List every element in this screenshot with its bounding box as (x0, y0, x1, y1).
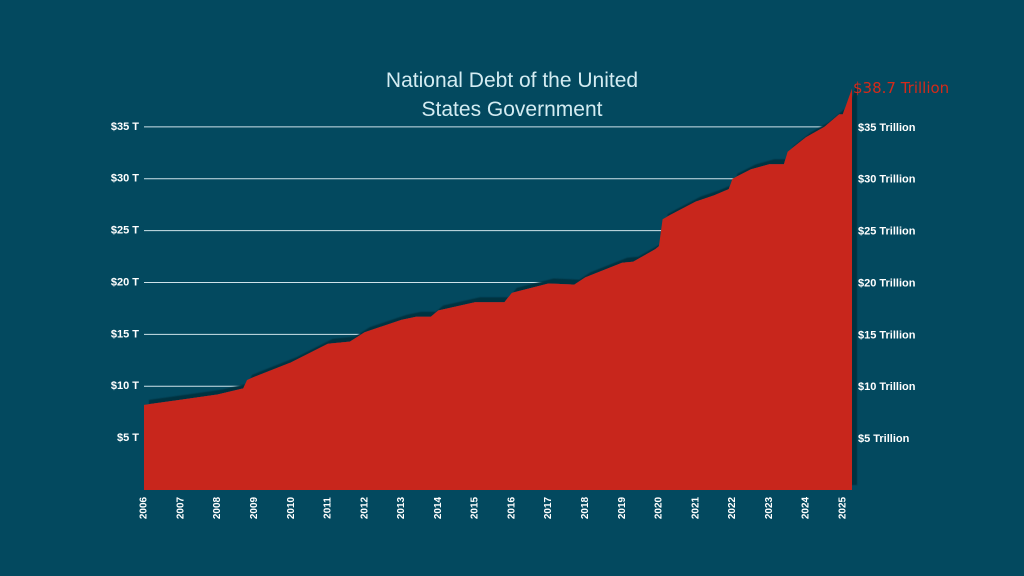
y2-tick-label: $35 Trillion (858, 122, 916, 134)
x-tick-label: 2021 (690, 496, 701, 519)
x-tick-label: 2009 (249, 496, 260, 519)
x-tick-label: 2019 (617, 496, 628, 519)
x-tick-label: 2024 (801, 496, 812, 519)
x-tick-label: 2012 (359, 496, 370, 519)
y2-tick-label: $25 Trillion (858, 226, 916, 238)
y-tick-label: $25 T (111, 225, 139, 237)
y2-tick-label: $15 Trillion (858, 329, 916, 341)
annotation: $38.7 Trillion (853, 79, 950, 97)
x-tick-label: 2006 (139, 496, 150, 519)
area (144, 88, 852, 491)
y-tick-label: $30 T (111, 173, 139, 185)
x-tick-label: 2025 (837, 496, 848, 519)
y2-tick-label: $20 Trillion (858, 277, 916, 289)
y-tick-label: $35 T (111, 121, 139, 133)
x-tick-label: 2022 (727, 496, 738, 519)
x-tick-label: 2011 (323, 497, 334, 519)
y2-tick-label: $10 Trillion (858, 381, 916, 393)
x-tick-label: 2010 (286, 496, 297, 519)
x-tick-label: 2007 (175, 496, 186, 519)
y2-tick-label: $5 Trillion (858, 433, 910, 445)
x-tick-label: 2020 (654, 496, 665, 519)
x-tick-label: 2015 (470, 496, 481, 519)
y-tick-label: $5 T (117, 432, 139, 444)
y2-tick-label: $30 Trillion (858, 174, 916, 186)
x-tick-label: 2013 (396, 496, 407, 519)
x-tick-label: 2008 (212, 496, 223, 519)
chart-title: National Debt of the United States Gover… (385, 69, 639, 121)
x-tick-label: 2016 (506, 496, 517, 519)
y-tick-label: $15 T (111, 328, 139, 340)
x-tick-label: 2017 (543, 496, 554, 519)
x-tick-label: 2014 (433, 496, 444, 519)
y-tick-label: $10 T (111, 380, 139, 392)
x-tick-label: 2018 (580, 496, 591, 519)
x-tick-label: 2023 (764, 496, 775, 519)
y-tick-label: $20 T (111, 276, 139, 288)
